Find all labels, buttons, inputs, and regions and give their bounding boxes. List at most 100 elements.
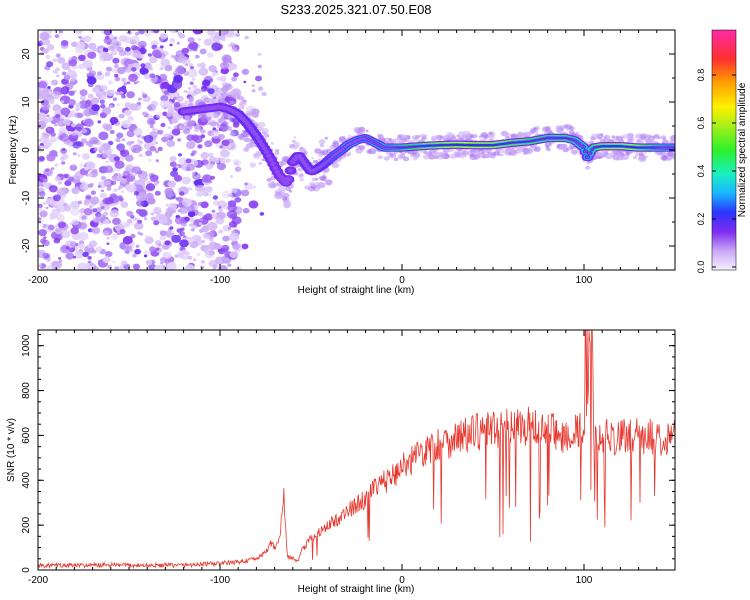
- halo-speckle: [259, 162, 262, 165]
- halo-speckle: [315, 177, 319, 181]
- halo-speckle: [222, 112, 228, 117]
- ridge-blob: [249, 127, 254, 131]
- noise-speckle: [100, 175, 107, 181]
- ridge-blob: [273, 166, 278, 170]
- noise-speckle: [187, 68, 198, 78]
- noise-speckle: [212, 195, 219, 200]
- noise-speckle: [38, 138, 42, 142]
- halo-speckle: [638, 156, 646, 163]
- noise-speckle: [91, 104, 100, 112]
- noise-speckle: [49, 185, 58, 193]
- halo-speckle: [645, 155, 649, 158]
- ridge-blob: [253, 133, 258, 136]
- noise-speckle: [217, 207, 224, 212]
- noise-speckle: [143, 254, 148, 258]
- noise-speckle: [49, 216, 55, 221]
- noise-speckle: [174, 216, 185, 225]
- noise-speckle: [102, 47, 109, 53]
- noise-speckle: [70, 200, 80, 209]
- ridge-blob: [291, 160, 295, 164]
- noise-speckle: [229, 117, 235, 123]
- halo-speckle: [320, 149, 329, 156]
- noise-speckle: [133, 221, 144, 230]
- noise-speckle: [124, 109, 132, 117]
- noise-speckle: [156, 180, 160, 184]
- noise-speckle: [64, 180, 72, 187]
- noise-speckle: [46, 114, 50, 118]
- x-tick-label: -200: [28, 575, 48, 586]
- noise-speckle: [95, 246, 103, 252]
- noise-speckle: [166, 191, 174, 198]
- noise-speckle: [177, 138, 182, 142]
- halo-speckle: [239, 100, 247, 107]
- halo-speckle: [309, 181, 315, 187]
- noise-speckle: [38, 191, 46, 197]
- ridge-blob: [341, 147, 345, 151]
- noise-speckle: [161, 81, 170, 89]
- noise-speckle: [77, 262, 88, 270]
- noise-speckle: [44, 265, 55, 270]
- noise-speckle: [178, 124, 185, 130]
- noise-speckle: [72, 152, 77, 156]
- noise-speckle: [84, 166, 89, 171]
- halo-speckle: [429, 149, 432, 152]
- halo-speckle: [275, 194, 283, 200]
- colorbar-tick-label: 0.0: [696, 261, 706, 274]
- x-tick-label: 100: [576, 275, 593, 286]
- noise-speckle: [226, 210, 238, 219]
- noise-speckle: [235, 233, 240, 237]
- halo-speckle: [180, 102, 188, 108]
- noise-speckle: [176, 51, 182, 56]
- noise-speckle: [192, 30, 203, 35]
- halo-speckle: [200, 129, 203, 132]
- noise-speckle: [203, 38, 212, 46]
- noise-speckle: [78, 232, 89, 241]
- noise-speckle: [71, 73, 78, 79]
- noise-speckle: [242, 207, 250, 214]
- noise-speckle: [131, 166, 142, 175]
- halo-speckle: [612, 149, 620, 156]
- noise-speckle: [78, 35, 82, 39]
- noise-speckle: [106, 186, 112, 191]
- noise-speckle: [137, 231, 142, 235]
- noise-speckle: [126, 184, 137, 193]
- colorbar-tick-label: 0.8: [696, 69, 706, 82]
- ridge-blob: [306, 166, 310, 170]
- noise-speckle: [227, 263, 232, 267]
- noise-speckle: [211, 71, 218, 77]
- figure-title: S233.2025.321.07.50.E08: [280, 2, 431, 17]
- noise-speckle: [232, 122, 240, 128]
- halo-speckle: [182, 121, 188, 126]
- noise-speckle: [50, 132, 56, 137]
- noise-speckle: [180, 163, 189, 171]
- noise-speckle: [161, 136, 169, 143]
- noise-speckle: [42, 201, 47, 205]
- noise-speckle: [205, 235, 211, 240]
- halo-speckle: [459, 153, 464, 157]
- ridge-blob: [280, 176, 284, 180]
- noise-speckle: [95, 48, 99, 51]
- noise-speckle: [54, 123, 58, 127]
- noise-speckle: [99, 99, 106, 104]
- noise-speckle: [134, 31, 140, 36]
- noise-speckle: [61, 62, 71, 70]
- noise-speckle: [96, 90, 101, 94]
- noise-speckle: [157, 52, 166, 60]
- noise-speckle: [179, 231, 185, 237]
- noise-speckle: [169, 30, 177, 34]
- halo-speckle: [520, 132, 527, 138]
- noise-speckle: [259, 212, 265, 216]
- noise-speckle: [217, 200, 227, 208]
- noise-speckle: [188, 63, 193, 67]
- noise-speckle: [108, 104, 113, 109]
- noise-speckle: [43, 236, 47, 239]
- halo-speckle: [640, 135, 646, 140]
- noise-speckle: [77, 243, 85, 250]
- noise-speckle: [96, 153, 102, 158]
- noise-speckle: [83, 35, 92, 43]
- noise-speckle: [128, 63, 133, 68]
- noise-speckle: [79, 163, 85, 168]
- noise-speckle: [97, 120, 102, 124]
- x-tick-label: 0: [399, 575, 405, 586]
